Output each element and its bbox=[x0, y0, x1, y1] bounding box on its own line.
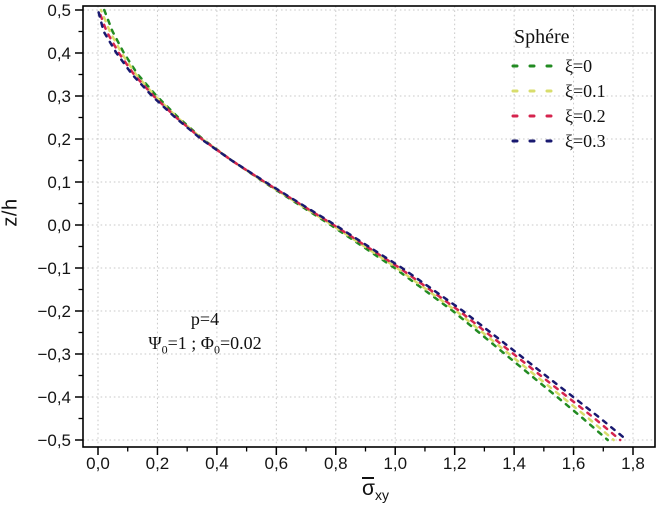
x-tick-label: 1,8 bbox=[621, 454, 645, 473]
y-tick-label: −0,2 bbox=[37, 302, 71, 321]
y-tick-label: −0,3 bbox=[37, 345, 71, 364]
legend-item-label: ξ=0.1 bbox=[565, 80, 606, 101]
legend: Sphére ξ=0 ξ=0.1 ξ=0.2 ξ=0.3 bbox=[510, 26, 660, 153]
y-tick-label: −0,4 bbox=[37, 388, 71, 407]
legend-dash-sample bbox=[511, 139, 557, 142]
series-curve-ξ=0.2 bbox=[97, 8, 622, 442]
x-tick-label: 0,0 bbox=[86, 454, 110, 473]
x-tick-label: 1,2 bbox=[443, 454, 467, 473]
x-tick-label: 0,4 bbox=[205, 454, 229, 473]
legend-dash-sample bbox=[511, 64, 557, 67]
y-tick-label: 0,4 bbox=[47, 44, 71, 63]
annotation: p=4 Ψ0=1 ; Φ0=0.02 bbox=[105, 307, 305, 358]
y-tick-label: −0,1 bbox=[37, 259, 71, 278]
legend-dash-sample bbox=[511, 89, 557, 92]
legend-item-ξ=0: ξ=0 bbox=[510, 53, 660, 78]
x-tick-label: 1,4 bbox=[502, 454, 526, 473]
legend-items: ξ=0 ξ=0.1 ξ=0.2 ξ=0.3 bbox=[510, 53, 660, 153]
legend-dash-sample bbox=[511, 114, 557, 117]
x-tick-label: 0,8 bbox=[324, 454, 348, 473]
y-tick-label: 0,2 bbox=[47, 130, 71, 149]
x-tick-label: 1,0 bbox=[383, 454, 407, 473]
y-tick-label: 0,3 bbox=[47, 87, 71, 106]
y-tick-label: 0,1 bbox=[47, 173, 71, 192]
plot-frame bbox=[82, 5, 656, 448]
x-tick-label: 1,6 bbox=[562, 454, 586, 473]
legend-item-label: ξ=0 bbox=[565, 55, 593, 76]
x-tick-label: 0,6 bbox=[265, 454, 289, 473]
sigma-overbar-symbol: σ bbox=[362, 477, 375, 500]
legend-item-label: ξ=0.2 bbox=[565, 105, 606, 126]
annotation-line1: p=4 bbox=[190, 309, 220, 329]
annotation-line2: Ψ0=1 ; Φ0=0.02 bbox=[148, 333, 262, 357]
legend-item-ξ=0.1: ξ=0.1 bbox=[510, 78, 660, 103]
series-curve-ξ=0.3 bbox=[96, 8, 629, 442]
legend-item-ξ=0.3: ξ=0.3 bbox=[510, 128, 660, 153]
y-axis-title: z/h bbox=[0, 198, 22, 227]
legend-item-ξ=0.2: ξ=0.2 bbox=[510, 103, 660, 128]
x-tick-label: 0,2 bbox=[146, 454, 170, 473]
y-tick-label: 0,0 bbox=[47, 216, 71, 235]
legend-title: Sphére bbox=[514, 26, 570, 48]
x-axis-title: σxy bbox=[362, 477, 389, 503]
x-axis-title-subscript: xy bbox=[374, 487, 389, 504]
series-curve-ξ=0.1 bbox=[99, 8, 615, 442]
series-curve-ξ=0 bbox=[102, 8, 609, 442]
y-tick-label: −0,5 bbox=[37, 431, 71, 450]
legend-item-label: ξ=0.3 bbox=[565, 130, 606, 151]
y-tick-label: 0,5 bbox=[47, 1, 71, 20]
